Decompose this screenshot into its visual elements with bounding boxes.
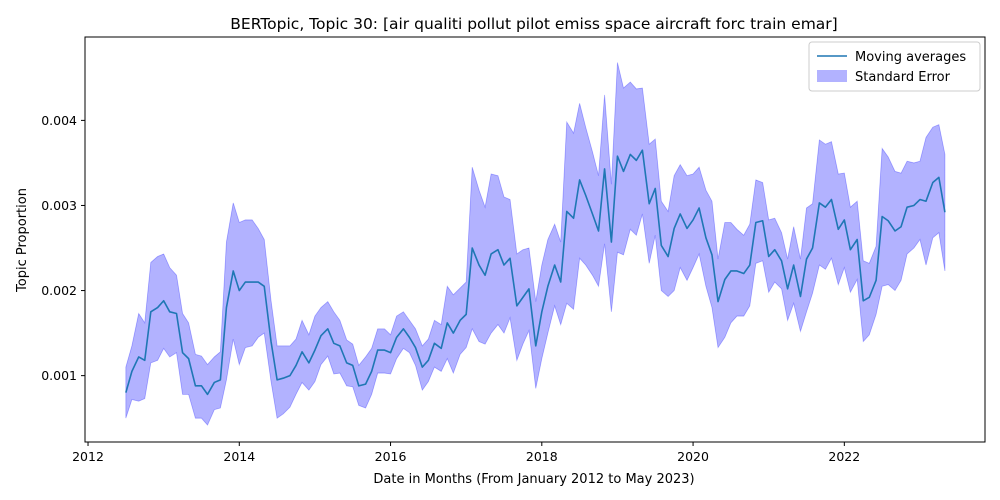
legend-fill-swatch	[817, 70, 847, 82]
y-tick-label: 0.004	[41, 113, 77, 128]
y-tick-label: 0.002	[41, 283, 77, 298]
moving-averages-line	[125, 149, 946, 396]
plot-area	[125, 62, 946, 426]
legend: Moving averages Standard Error	[808, 41, 981, 92]
legend-box	[808, 41, 981, 92]
x-tick-label: 2020	[677, 449, 709, 464]
x-tick-label: 2018	[526, 449, 558, 464]
y-axis-label: Topic Proportion	[15, 188, 30, 293]
y-axis: 0.001 0.002 0.003 0.004	[41, 113, 85, 383]
x-axis-label: Date in Months (From January 2012 to May…	[373, 472, 694, 487]
x-tick-label: 2014	[223, 449, 255, 464]
x-tick-label: 2022	[828, 449, 860, 464]
plot-frame	[84, 36, 986, 443]
standard-error-band	[125, 62, 946, 426]
x-axis: 2012 2014 2016 2018 2020 2022	[72, 442, 860, 464]
x-tick-label: 2012	[72, 449, 104, 464]
x-tick-label: 2016	[375, 449, 407, 464]
legend-label-standard-error: Standard Error	[855, 70, 951, 85]
legend-label-moving-averages: Moving averages	[855, 50, 966, 65]
y-tick-label: 0.001	[41, 368, 77, 383]
y-tick-label: 0.003	[41, 198, 77, 213]
chart-title: BERTopic, Topic 30: [air qualiti pollut …	[230, 15, 837, 33]
